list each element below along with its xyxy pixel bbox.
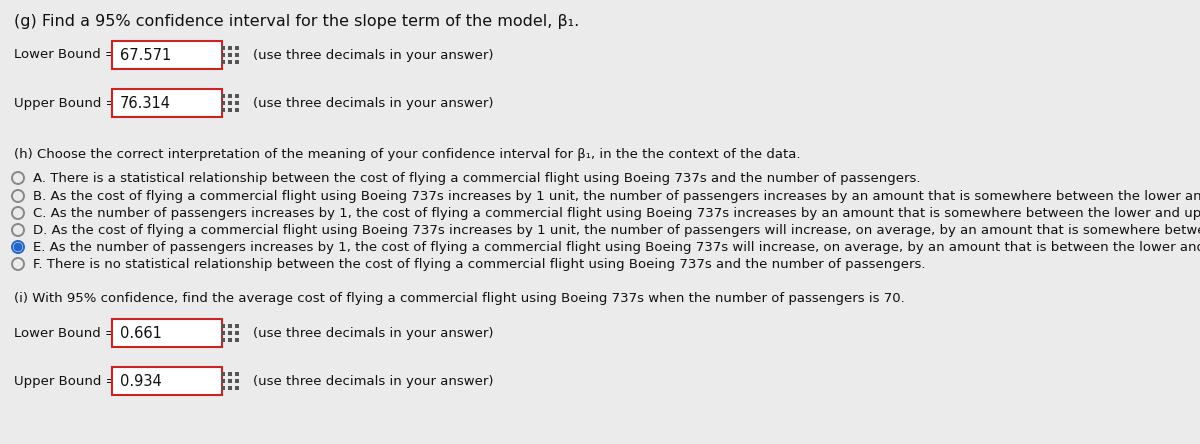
Text: (use three decimals in your answer): (use three decimals in your answer) — [253, 326, 493, 340]
Bar — [221, 386, 226, 390]
Text: (use three decimals in your answer): (use three decimals in your answer) — [253, 96, 493, 110]
Text: 76.314: 76.314 — [120, 95, 172, 111]
Bar — [221, 101, 226, 105]
Bar — [228, 372, 233, 376]
Text: F. There is no statistical relationship between the cost of flying a commercial : F. There is no statistical relationship … — [34, 258, 925, 270]
Bar — [235, 60, 239, 64]
Text: C. As the number of passengers increases by 1, the cost of flying a commercial f: C. As the number of passengers increases… — [34, 206, 1200, 219]
Text: Upper Bound =: Upper Bound = — [14, 374, 116, 388]
Circle shape — [12, 207, 24, 219]
Bar — [221, 60, 226, 64]
Bar — [221, 53, 226, 57]
Bar — [235, 338, 239, 342]
Text: Upper Bound =: Upper Bound = — [14, 96, 116, 110]
Bar — [235, 53, 239, 57]
Bar — [235, 386, 239, 390]
Bar — [221, 94, 226, 98]
Text: B. As the cost of flying a commercial flight using Boeing 737s increases by 1 un: B. As the cost of flying a commercial fl… — [34, 190, 1200, 202]
Text: A. There is a statistical relationship between the cost of flying a commercial f: A. There is a statistical relationship b… — [34, 171, 920, 185]
FancyBboxPatch shape — [112, 367, 222, 395]
Bar — [228, 53, 233, 57]
Bar — [228, 46, 233, 50]
Bar — [221, 46, 226, 50]
Text: 0.661: 0.661 — [120, 325, 162, 341]
Bar — [235, 46, 239, 50]
Text: Lower Bound =: Lower Bound = — [14, 326, 116, 340]
Bar — [228, 108, 233, 112]
Circle shape — [12, 224, 24, 236]
Circle shape — [14, 243, 22, 251]
Bar — [228, 324, 233, 328]
Text: (i) With 95% confidence, find the average cost of flying a commercial flight usi: (i) With 95% confidence, find the averag… — [14, 292, 905, 305]
Text: Lower Bound =: Lower Bound = — [14, 48, 116, 62]
Text: (use three decimals in your answer): (use three decimals in your answer) — [253, 374, 493, 388]
Circle shape — [12, 190, 24, 202]
FancyBboxPatch shape — [112, 41, 222, 69]
Text: (g) Find a 95% confidence interval for the slope term of the model, β₁.: (g) Find a 95% confidence interval for t… — [14, 14, 580, 29]
Text: D. As the cost of flying a commercial flight using Boeing 737s increases by 1 un: D. As the cost of flying a commercial fl… — [34, 223, 1200, 237]
Bar — [235, 331, 239, 335]
FancyBboxPatch shape — [112, 89, 222, 117]
Bar — [221, 331, 226, 335]
Bar — [235, 101, 239, 105]
Text: (use three decimals in your answer): (use three decimals in your answer) — [253, 48, 493, 62]
Bar — [228, 379, 233, 383]
Circle shape — [12, 172, 24, 184]
Bar — [235, 324, 239, 328]
Bar — [235, 372, 239, 376]
Circle shape — [12, 258, 24, 270]
Bar — [228, 386, 233, 390]
Bar — [228, 338, 233, 342]
Bar — [221, 338, 226, 342]
Bar — [228, 94, 233, 98]
Bar — [221, 108, 226, 112]
Bar — [228, 101, 233, 105]
FancyBboxPatch shape — [112, 319, 222, 347]
Text: 67.571: 67.571 — [120, 48, 172, 63]
Bar — [228, 60, 233, 64]
Bar — [221, 379, 226, 383]
Bar — [235, 108, 239, 112]
Bar — [235, 94, 239, 98]
Bar — [228, 331, 233, 335]
Bar — [221, 324, 226, 328]
Text: 0.934: 0.934 — [120, 373, 162, 388]
Bar — [221, 372, 226, 376]
Circle shape — [12, 241, 24, 253]
Text: (h) Choose the correct interpretation of the meaning of your confidence interval: (h) Choose the correct interpretation of… — [14, 148, 800, 161]
Bar — [235, 379, 239, 383]
Text: E. As the number of passengers increases by 1, the cost of flying a commercial f: E. As the number of passengers increases… — [34, 241, 1200, 254]
